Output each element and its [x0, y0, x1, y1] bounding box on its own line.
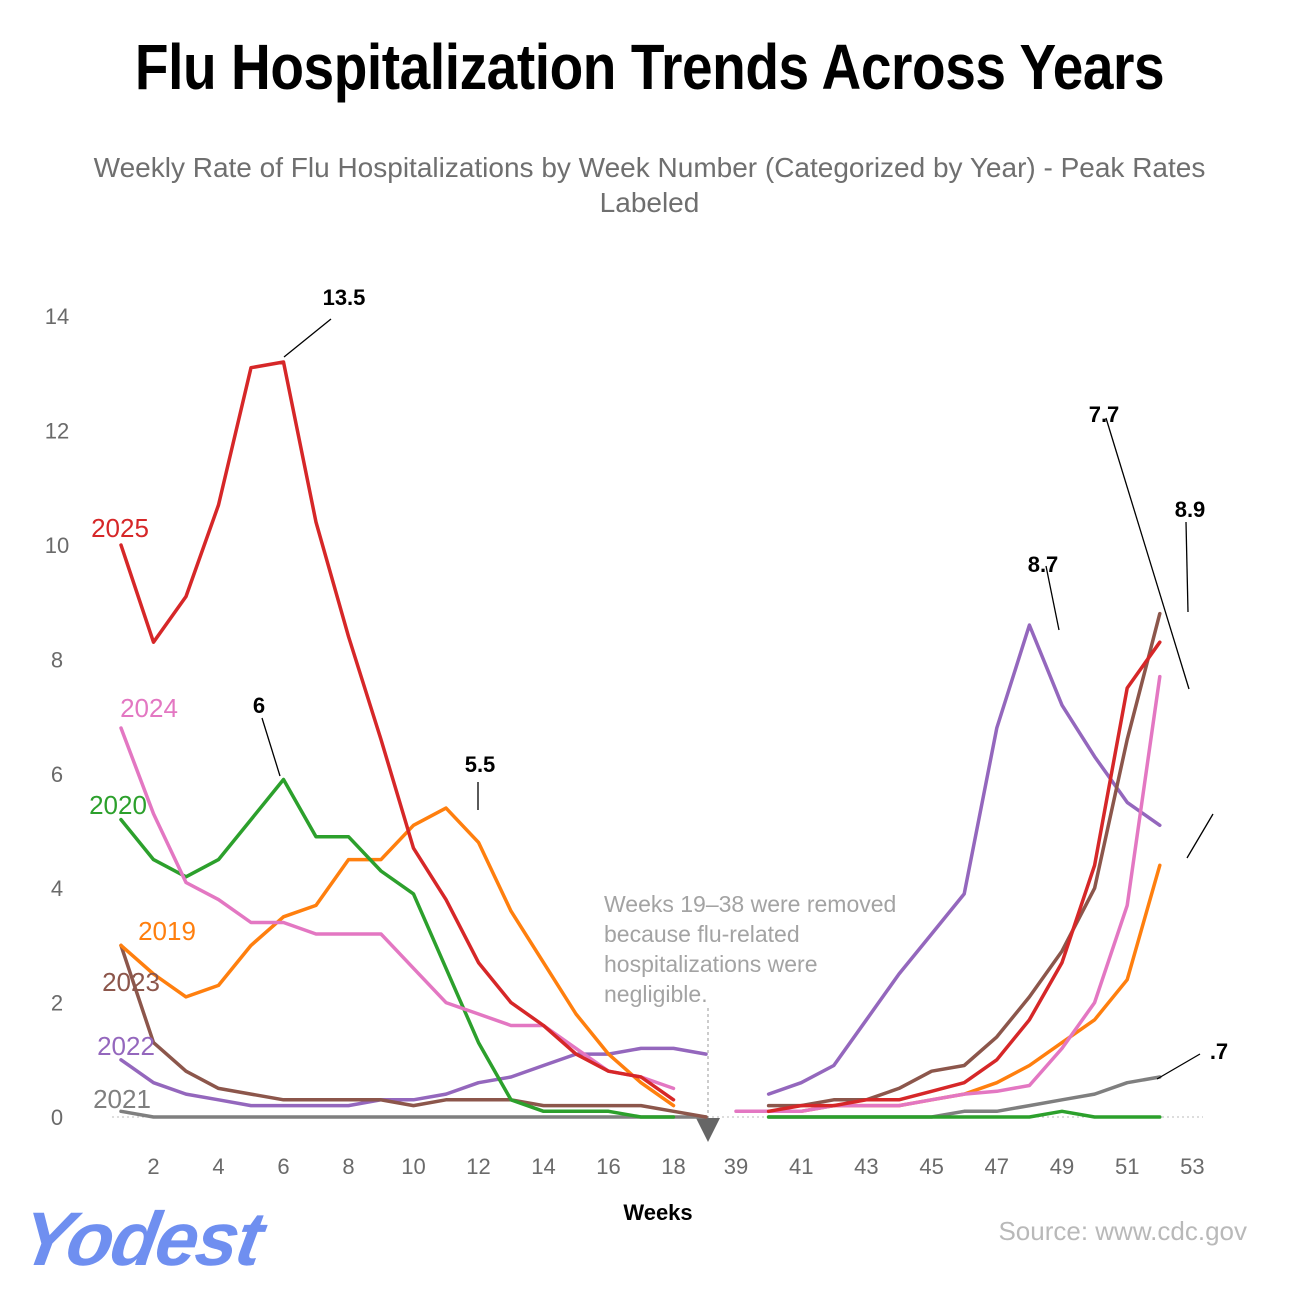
- peak-label-2021: .7: [1210, 1039, 1228, 1064]
- series-label-2020: 2020: [89, 790, 147, 820]
- gap-note-line: hospitalizations were: [604, 951, 818, 977]
- gap-note: Weeks 19–38 were removed because flu-rela…: [604, 891, 896, 1007]
- series-label-2019: 2019: [138, 916, 196, 946]
- series-2025-late-line: [766, 640, 1162, 1114]
- series-label-2021: 2021: [93, 1084, 151, 1114]
- chart-title: Flu Hospitalization Trends Across Years: [134, 31, 1165, 103]
- series-2023-early-line: [119, 943, 708, 1119]
- gap-marker: [696, 1008, 720, 1142]
- gap-triangle-icon: [696, 1118, 720, 1142]
- peak-labels: 13.5 7.7 6 5.5 8.9 8.7 .7: [253, 285, 1228, 1064]
- peak-leader-2024: [1105, 417, 1190, 690]
- series-2024-early-line: [119, 726, 676, 1091]
- x-axis-label: Weeks: [623, 1200, 692, 1225]
- series-2020-early-line: [119, 777, 676, 1119]
- peak-label-2022: 8.7: [1028, 552, 1059, 577]
- gap-note-line: Weeks 19–38 were removed: [604, 891, 896, 917]
- x-tick-16: 16: [596, 1154, 620, 1179]
- y-tick-12: 12: [45, 419, 69, 444]
- series-label-2024: 2024: [120, 693, 178, 723]
- series-2021-early-line: [119, 1109, 708, 1119]
- x-tick-49: 49: [1050, 1154, 1074, 1179]
- x-tick-51: 51: [1115, 1154, 1139, 1179]
- x-tick-8: 8: [342, 1154, 354, 1179]
- series-2025-early-line: [119, 360, 676, 1102]
- series-2020-late-line: [766, 1109, 1162, 1119]
- chart-subtitle: Weekly Rate of Flu Hospitalizations by W…: [93, 152, 1206, 218]
- x-tick-43: 43: [854, 1154, 878, 1179]
- y-tick-6: 6: [51, 762, 63, 787]
- series-2022-early-line: [119, 1046, 708, 1108]
- x-tick-2: 2: [147, 1154, 159, 1179]
- y-tick-10: 10: [45, 533, 69, 558]
- peak-leader-2022: [1045, 565, 1060, 631]
- peak-label-2023: 8.9: [1175, 497, 1206, 522]
- x-tick-18: 18: [661, 1154, 685, 1179]
- peak-leader-2021: [1156, 1053, 1201, 1080]
- x-axis-ticks: 2 4 6 8 10 12 14 16 18 39 41 43 45 47 49 51 53: [147, 1154, 1204, 1179]
- y-axis-ticks: 0 2 4 6 8 10 12 14: [45, 304, 69, 1130]
- x-tick-53: 53: [1180, 1154, 1204, 1179]
- y-tick-2: 2: [51, 991, 63, 1016]
- x-tick-41: 41: [789, 1154, 813, 1179]
- peak-leader-2025: [283, 318, 332, 358]
- series-label-2025: 2025: [91, 513, 149, 543]
- x-tick-10: 10: [401, 1154, 425, 1179]
- y-tick-14: 14: [45, 304, 69, 329]
- y-tick-8: 8: [51, 647, 63, 672]
- brand-logo: Yodest: [14, 1197, 269, 1282]
- x-tick-14: 14: [531, 1154, 555, 1179]
- x-tick-39: 39: [724, 1154, 748, 1179]
- peak-leader-lines: [261, 318, 1214, 1080]
- x-tick-12: 12: [466, 1154, 490, 1179]
- y-tick-0: 0: [51, 1105, 63, 1130]
- peak-leader-2023: [1185, 521, 1189, 613]
- gap-note-line: negligible.: [604, 981, 708, 1007]
- peak-label-2024: 7.7: [1089, 402, 1120, 427]
- x-tick-6: 6: [277, 1154, 289, 1179]
- x-tick-4: 4: [212, 1154, 224, 1179]
- series-2019-early-line: [119, 806, 676, 1108]
- series-labels: 2025 2024 2020 2019 2023 2022 2021: [89, 513, 196, 1114]
- gap-note-line: because flu-related: [604, 921, 800, 947]
- y-tick-4: 4: [51, 876, 63, 901]
- peak-label-2019: 5.5: [465, 752, 496, 777]
- series-label-2023: 2023: [102, 967, 160, 997]
- series-label-2022: 2022: [97, 1031, 155, 1061]
- series-2024-late-line: [734, 674, 1162, 1114]
- series-2023-late-line: [766, 611, 1162, 1108]
- series-2022-late-line: [766, 623, 1162, 1096]
- peak-label-2020: 6: [253, 693, 265, 718]
- peak-leader-2020: [261, 717, 281, 777]
- peak-label-2025: 13.5: [323, 285, 366, 310]
- peak-leader-2019-late: [1186, 813, 1214, 859]
- x-tick-45: 45: [919, 1154, 943, 1179]
- series-lines: [119, 360, 1162, 1119]
- x-tick-47: 47: [985, 1154, 1009, 1179]
- source-credit: Source: www.cdc.gov: [998, 1216, 1247, 1246]
